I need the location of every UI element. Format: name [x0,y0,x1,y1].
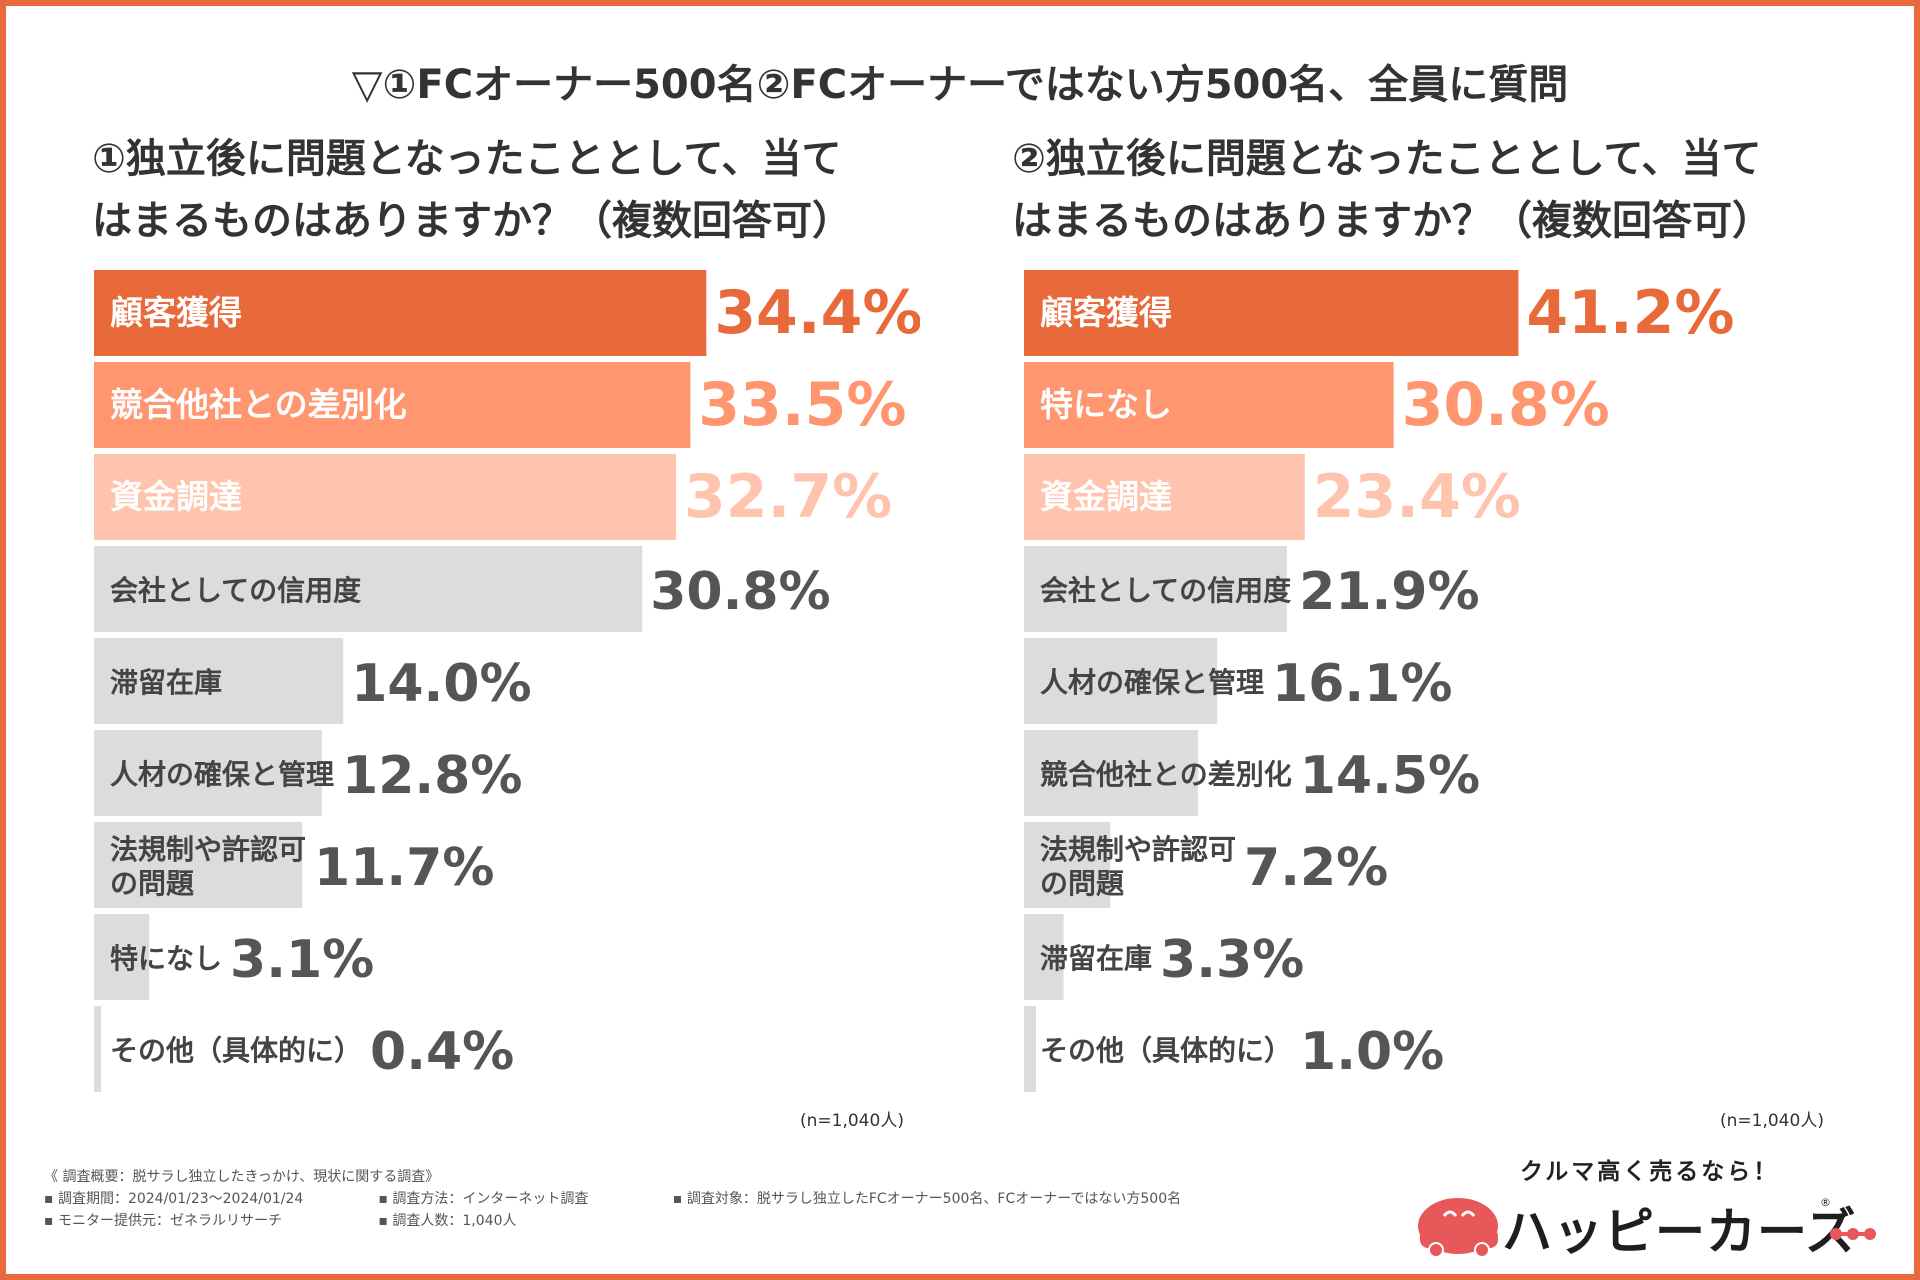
registered-mark: ® [1820,1196,1831,1209]
left-bar-6 [94,730,322,816]
left-bar-4 [94,546,643,632]
left-value-label-1: 34.4% [714,278,920,348]
left-value-label-3: 32.7% [684,462,892,532]
right-bar-2 [1024,362,1394,448]
left-value-label-2: 33.5% [698,370,906,440]
right-value-label-2: 30.8% [1402,370,1610,440]
survey-period: ▪ 調査期間：2024/01/23〜2024/01/24 [44,1191,304,1207]
left-category-label-2: 競合他社との差別化 [110,385,407,424]
left-category-label-6: 人材の確保と管理 [110,758,334,791]
left-value-label-9: 0.4% [370,1022,514,1082]
logo-dots-icon [1830,1228,1876,1240]
right-value-label-8: 3.3% [1160,930,1304,990]
left-bar-8 [94,914,150,1000]
right-value-label-6: 14.5% [1300,746,1480,806]
right-bar-1 [1024,270,1519,356]
left-category-label-5: 滞留在庫 [110,666,222,699]
left-bar-3 [94,454,677,540]
left-category-label-9: その他（具体的に） [110,1034,362,1067]
left-value-label-5: 14.0% [351,654,531,714]
bar-chart-left: 顧客獲得 34.4% 競合他社との差別化 33.5% 資金調達 32.7% 会社としての信用… [94,270,920,1092]
left-value-label-7: 11.7% [314,838,494,898]
right-value-label-9: 1.0% [1300,1022,1444,1082]
right-category-label-7: 法規制や許認可の問題 [1040,833,1236,900]
left-bar-9 [94,1006,102,1092]
left-category-label-8: 特になし [110,942,222,975]
left-bar-1 [94,270,707,356]
survey-overview: 《 調査概要：脱サラし独立したきっかけ、現状に関する調査》 ▪ 調査期間：202… [44,1166,1364,1232]
question-left-line-2: はまるものはありますか？（複数回答可） [92,198,852,244]
right-category-label-2: 特になし [1040,385,1172,424]
logo-tagline: クルマ高く売るなら！ [1520,1159,1780,1185]
left-value-label-4: 30.8% [650,562,830,622]
sample-size-note-left: (n=1,040人) [800,1111,904,1131]
question-left-line-1: ①独立後に問題となったこととして、当て [92,136,842,182]
right-category-label-3: 資金調達 [1040,477,1172,516]
left-category-label-1: 顧客獲得 [110,293,242,332]
survey-provider: ▪ モニター提供元：ゼネラルリサーチ [44,1213,282,1229]
right-bar-6 [1024,730,1198,816]
sample-size-note-right: (n=1,040人) [1720,1111,1824,1131]
left-bar-7 [94,822,303,908]
question-right-line-1: ②独立後に問題となったこととして、当て [1012,136,1762,182]
question-right-line-2: はまるものはありますか？（複数回答可） [1012,198,1772,244]
right-category-label-9: その他（具体的に） [1040,1034,1292,1067]
right-value-label-5: 16.1% [1272,654,1452,714]
survey-count: ▪ 調査人数：1,040人 [378,1213,517,1229]
right-value-label-1: 41.2% [1526,278,1734,348]
right-category-label-6: 競合他社との差別化 [1040,758,1292,791]
survey-heading: 《 調査概要：脱サラし独立したきっかけ、現状に関する調査》 [44,1169,440,1185]
survey-target: ▪ 調査対象：脱サラし独立したFCオーナー500名、FCオーナーではない方500… [672,1191,1182,1207]
right-category-label-1: 顧客獲得 [1040,293,1172,332]
car-mascot-icon [1418,1198,1498,1258]
left-value-label-6: 12.8% [342,746,522,806]
right-bar-4 [1024,546,1287,632]
survey-method: ▪ 調査方法：インターネット調査 [378,1191,589,1207]
left-category-label-7: 法規制や許認可の問題 [110,833,306,900]
right-bar-9 [1024,1006,1036,1092]
right-category-label-4: 会社としての信用度 [1040,574,1291,607]
left-bar-2 [94,362,691,448]
right-value-label-4: 21.9% [1299,562,1479,622]
left-value-label-8: 3.1% [230,930,374,990]
right-category-label-8: 滞留在庫 [1040,942,1152,975]
right-value-label-3: 23.4% [1313,462,1521,532]
right-bar-8 [1024,914,1064,1000]
right-category-label-5: 人材の確保と管理 [1040,666,1264,699]
logo-wordmark: ハッピーカーズ [1502,1203,1857,1261]
happy-cars-logo: クルマ高く売るなら！ ハッピーカーズ ® [1410,1152,1880,1262]
right-value-label-7: 7.2% [1244,838,1388,898]
right-bar-5 [1024,638,1218,724]
left-bar-5 [94,638,344,724]
question-left: ①独立後に問題となったこととして、当て はまるものはありますか？（複数回答可） [92,128,912,252]
right-bar-3 [1024,454,1305,540]
main-title: ▽①FCオーナー500名②FCオーナーではない方500名、全員に質問 [351,62,1569,108]
bar-chart-right: 顧客獲得 41.2% 特になし 30.8% 資金調達 23.4% 会社としての信用度 21.9… [1024,270,1735,1092]
left-category-label-4: 会社としての信用度 [110,574,361,607]
left-category-label-3: 資金調達 [110,477,242,516]
right-bar-7 [1024,822,1111,908]
question-right: ②独立後に問題となったこととして、当て はまるものはありますか？（複数回答可） [1012,128,1832,252]
